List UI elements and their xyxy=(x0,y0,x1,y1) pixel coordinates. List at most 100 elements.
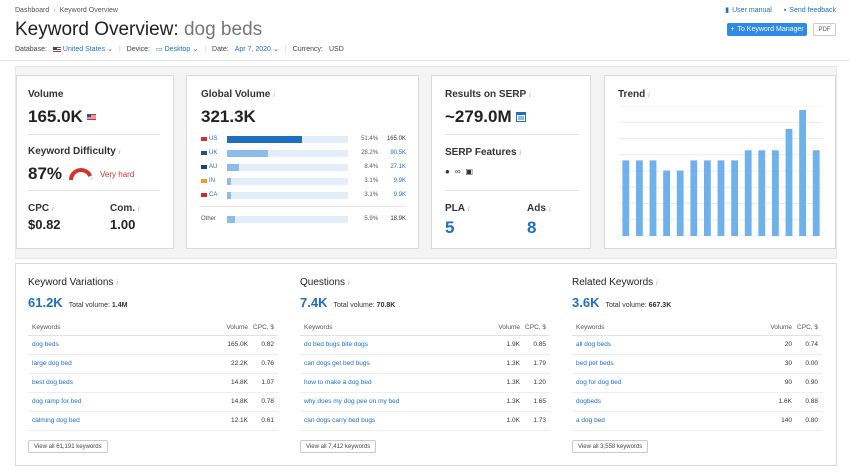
column-header-keywords[interactable]: Keywords xyxy=(572,320,742,336)
keyword-link[interactable]: dogbeds xyxy=(572,392,742,412)
global-volume-row-uk[interactable]: UK 28.2% 90.5K xyxy=(201,148,406,158)
keyword-link[interactable]: why does my dog pee on my bed xyxy=(300,392,470,412)
volume-value: 165.0K xyxy=(28,107,83,126)
trend-bar[interactable] xyxy=(717,160,725,236)
info-icon[interactable]: i xyxy=(273,92,275,99)
image-icon[interactable]: ▣ xyxy=(465,167,474,176)
date-selector[interactable]: Apr 7, 2020 ⌄ xyxy=(234,45,279,54)
trend-bar[interactable] xyxy=(731,160,738,236)
info-icon[interactable]: i xyxy=(529,92,531,99)
questions-count[interactable]: 7.4K xyxy=(300,295,328,310)
ads-value[interactable]: 8 xyxy=(527,218,537,237)
map-pin-icon[interactable]: ● xyxy=(445,167,450,176)
keyword-link[interactable]: a dog bed xyxy=(572,411,742,431)
table-row: can dogs carry bed bugs 1.0K 1.73 xyxy=(300,411,550,431)
global-volume-card: Global Volume i 321.3K US 51.4% 165.0K UK 28.… xyxy=(186,75,419,249)
info-icon[interactable]: i xyxy=(118,149,121,156)
trend-bar[interactable] xyxy=(812,150,820,236)
volume-share-percent: 3.1% xyxy=(364,192,379,198)
us-flag-icon xyxy=(52,46,61,52)
trend-bar[interactable] xyxy=(622,160,630,236)
keyword-link[interactable]: dog ramp for bed xyxy=(28,392,198,412)
breadcrumb-dashboard[interactable]: Dashboard xyxy=(15,7,50,14)
keyword-link[interactable]: calming dog bed xyxy=(28,411,198,431)
link-icon[interactable]: ∞ xyxy=(454,167,461,176)
column-header-volume[interactable]: Volume xyxy=(470,320,520,336)
volume-share-fill xyxy=(226,177,232,185)
column-header-cpc[interactable]: CPC, $ xyxy=(792,320,822,336)
questions-view-all-button[interactable]: View all 7,412 keywords xyxy=(300,440,377,453)
keyword-link[interactable]: bed pet beds xyxy=(572,354,742,374)
info-icon[interactable]: i xyxy=(348,280,350,287)
volume-share-percent: 8.4% xyxy=(364,164,379,170)
info-icon[interactable]: i xyxy=(138,206,140,213)
keyword-variations-view-all-button[interactable]: View all 61,191 keywords xyxy=(28,440,108,453)
trend-bar[interactable] xyxy=(663,170,670,237)
global-volume-row-in[interactable]: IN 3.1% 9.9K xyxy=(201,176,406,186)
global-volume-label: Global Volume i xyxy=(201,89,275,100)
info-icon[interactable]: i xyxy=(52,206,54,213)
related-keywords-section: Related Keywords i 3.6K Total volume: 667… xyxy=(572,275,822,460)
keyword-link[interactable]: dog beds xyxy=(28,335,198,355)
related-keywords-count[interactable]: 3.6K xyxy=(572,295,600,310)
related-keywords-view-all-button[interactable]: View all 3,558 keywords xyxy=(572,440,649,453)
serp-snapshot-icon[interactable] xyxy=(515,112,526,122)
keyword-link[interactable]: can dogs carry bed bugs xyxy=(300,411,470,431)
user-manual-link[interactable]: ▮ User manual xyxy=(725,6,772,15)
to-keyword-manager-button[interactable]: + To Keyword Manager xyxy=(727,23,807,36)
keyword-link[interactable]: how to make a dog bed xyxy=(300,373,470,393)
keyword-variations-total: Total volume: 1.4M xyxy=(68,302,128,309)
global-volume-row-us[interactable]: US 51.4% 165.0K xyxy=(201,134,406,144)
column-header-volume[interactable]: Volume xyxy=(742,320,792,336)
info-icon[interactable]: i xyxy=(548,206,551,213)
volume-share-bar xyxy=(226,177,349,185)
cpc-label: CPC i xyxy=(28,203,54,214)
keyword-link[interactable]: do bed bugs bite dogs xyxy=(300,335,470,355)
column-header-keywords[interactable]: Keywords xyxy=(300,320,470,336)
send-feedback-link[interactable]: ▪ Send feedback xyxy=(783,6,836,14)
global-volume-row-ca[interactable]: CA 3.1% 9.9K xyxy=(201,190,406,200)
trend-bar[interactable] xyxy=(690,160,698,236)
keyword-variations-summary: 61.2K Total volume: 1.4M xyxy=(28,295,127,310)
trend-bar[interactable] xyxy=(785,128,793,236)
keyword-link[interactable]: all dog beds xyxy=(572,335,742,355)
trend-bar[interactable] xyxy=(744,150,752,236)
keyword-variations-count[interactable]: 61.2K xyxy=(28,295,63,310)
serp-features-label: SERP Features i xyxy=(445,147,522,158)
keyword-cpc: 1.73 xyxy=(520,411,550,431)
keyword-cpc: 1.79 xyxy=(520,354,550,374)
global-volume-row-au[interactable]: AU 8.4% 27.1K xyxy=(201,162,406,172)
trend-bar[interactable] xyxy=(676,170,684,237)
trend-bar[interactable] xyxy=(704,160,711,236)
device-selector[interactable]: ▭ Desktop ⌄ xyxy=(156,45,199,54)
info-icon[interactable]: i xyxy=(116,280,118,287)
column-header-keywords[interactable]: Keywords xyxy=(28,320,198,336)
info-icon[interactable]: i xyxy=(468,206,470,213)
keyword-link[interactable]: best dog beds xyxy=(28,373,198,393)
info-icon[interactable]: i xyxy=(519,150,522,157)
column-header-cpc[interactable]: CPC, $ xyxy=(520,320,550,336)
table-row: can dogs get bed bugs 1.3K 1.79 xyxy=(300,354,550,374)
pla-value[interactable]: 5 xyxy=(445,218,455,237)
table-row: do bed bugs bite dogs 1.9K 0.85 xyxy=(300,335,550,355)
keyword-link[interactable]: can dogs get bed bugs xyxy=(300,354,470,374)
difficulty-row: 87% Very hard xyxy=(28,164,134,184)
pdf-button[interactable]: PDF xyxy=(813,23,836,36)
column-header-volume[interactable]: Volume xyxy=(198,320,248,336)
info-icon[interactable]: i xyxy=(656,280,658,287)
us-flag-icon xyxy=(86,114,96,120)
global-volume-row-other[interactable]: Other 5.9% 18.9K xyxy=(201,214,406,224)
database-selector[interactable]: United States ⌄ xyxy=(52,45,113,53)
keyword-link[interactable]: dog for dog bed xyxy=(572,373,742,393)
trend-bar[interactable] xyxy=(772,150,779,236)
keyword-link[interactable]: large dog bed xyxy=(28,354,198,374)
serp-results-row: ~279.0M xyxy=(445,107,526,127)
trend-bar[interactable] xyxy=(636,160,643,236)
column-header-cpc[interactable]: CPC, $ xyxy=(248,320,278,336)
trend-bar[interactable] xyxy=(649,160,657,236)
trend-bar[interactable] xyxy=(799,110,806,236)
info-icon[interactable]: i xyxy=(648,92,650,99)
questions-summary: 7.4K Total volume: 70.8K xyxy=(300,295,395,310)
trend-bar[interactable] xyxy=(758,150,766,236)
chevron-down-icon: ⌄ xyxy=(106,46,113,53)
